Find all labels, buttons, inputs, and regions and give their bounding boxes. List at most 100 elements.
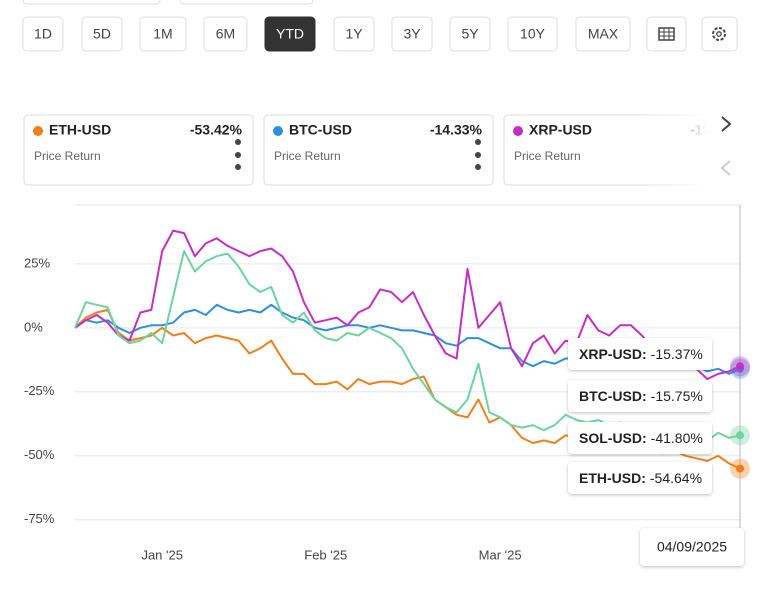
button-label: 10Y bbox=[520, 26, 546, 42]
kebab-dot bbox=[475, 139, 481, 145]
tooltip-text: ETH-USD: -54.64% bbox=[579, 470, 702, 486]
y-tick-label: 0% bbox=[24, 319, 43, 334]
cropped-control bbox=[22, 0, 161, 5]
kebab-dot bbox=[475, 164, 481, 170]
tooltip-item: ETH-USD: -54.64% bbox=[568, 462, 712, 494]
end-dot bbox=[736, 464, 744, 473]
card-fade bbox=[640, 112, 708, 188]
cropped-control bbox=[179, 0, 314, 5]
x-tick-label: Feb '25 bbox=[304, 547, 347, 562]
y-tick-label: -50% bbox=[24, 447, 55, 462]
button-label: 1Y bbox=[345, 26, 363, 42]
card-name: XRP-USD bbox=[529, 122, 592, 138]
button-label: 1M bbox=[153, 26, 172, 42]
tooltip-value: -15.37% bbox=[651, 346, 703, 362]
button-bg bbox=[81, 16, 123, 52]
tooltip-name: ETH-USD: bbox=[579, 470, 646, 486]
tooltip-name: SOL-USD: bbox=[579, 430, 647, 446]
button-bg bbox=[139, 16, 187, 52]
card-label: Price Return bbox=[34, 149, 101, 163]
range-button[interactable]: 3Y bbox=[391, 16, 433, 52]
end-dot bbox=[736, 431, 744, 440]
button-bg bbox=[391, 16, 433, 52]
card-value: -14.33% bbox=[430, 122, 483, 138]
date-bg bbox=[640, 528, 744, 566]
series-line bbox=[74, 229, 741, 380]
button-label: YTD bbox=[276, 26, 304, 42]
button-bg bbox=[203, 16, 248, 52]
card-dot bbox=[33, 126, 43, 136]
tooltip-value: -15.75% bbox=[651, 388, 703, 404]
tooltip-name: BTC-USD: bbox=[579, 388, 647, 404]
table-icon bbox=[658, 27, 675, 41]
tooltip-item: BTC-USD: -15.75% bbox=[568, 380, 712, 412]
y-tick-label: 25% bbox=[24, 255, 50, 270]
y-tick-label: -25% bbox=[24, 383, 55, 398]
button-label: MAX bbox=[588, 26, 619, 42]
x-tick-label: Jan '25 bbox=[141, 547, 183, 562]
settings-button[interactable] bbox=[701, 16, 738, 52]
gear-hole bbox=[716, 31, 722, 37]
range-button[interactable]: 5Y bbox=[449, 16, 491, 52]
toolbar: 1D 5D 1M 6M YTD 1Y 3Y 5Y 10Y MAX bbox=[22, 16, 738, 52]
tooltip-bg bbox=[568, 380, 712, 412]
range-button[interactable]: 1Y bbox=[333, 16, 375, 52]
card-bg bbox=[23, 114, 254, 186]
table-icon-lines bbox=[659, 28, 674, 40]
tooltip-value: -41.80% bbox=[651, 430, 703, 446]
button-label: 5D bbox=[93, 26, 111, 42]
gear-icon bbox=[712, 27, 726, 41]
x-tick-label: Mar '25 bbox=[479, 547, 522, 562]
card-name: ETH-USD bbox=[49, 122, 111, 138]
card-bg bbox=[263, 114, 494, 186]
button-label: 3Y bbox=[403, 26, 421, 42]
card-dot bbox=[513, 126, 523, 136]
button-bg bbox=[646, 16, 687, 52]
card-clip bbox=[706, 108, 768, 190]
tooltip-date: 04/09/2025 bbox=[657, 539, 727, 555]
prev-arrow[interactable] bbox=[720, 160, 731, 176]
range-button[interactable]: MAX bbox=[575, 16, 631, 52]
range-button[interactable]: 1D bbox=[22, 16, 64, 52]
button-bg bbox=[575, 16, 631, 52]
card-label: Price Return bbox=[274, 149, 341, 163]
card-dot bbox=[273, 126, 283, 136]
table-button[interactable] bbox=[646, 16, 687, 52]
ticker-card[interactable]: ETH-USD -53.42% Price Return bbox=[23, 114, 254, 186]
button-bg bbox=[507, 16, 558, 52]
button-bg bbox=[333, 16, 375, 52]
kebab-dot bbox=[235, 139, 241, 145]
tooltip-bg bbox=[568, 462, 712, 494]
range-button[interactable]: 1M bbox=[139, 16, 187, 52]
tooltip-name: XRP-USD: bbox=[579, 346, 647, 362]
tooltip-item: SOL-USD: -41.80% bbox=[568, 422, 712, 454]
button-label: 5Y bbox=[461, 26, 479, 42]
ticker-card[interactable]: BTC-USD -14.33% Price Return bbox=[263, 114, 494, 186]
button-bg bbox=[264, 16, 316, 52]
tooltip-text: SOL-USD: -41.80% bbox=[579, 430, 703, 446]
next-arrow[interactable] bbox=[721, 116, 732, 132]
kebab-dot bbox=[475, 152, 481, 158]
button-bg bbox=[22, 16, 64, 52]
button-label: 6M bbox=[216, 26, 235, 42]
end-dot bbox=[736, 362, 744, 371]
button-bg bbox=[701, 16, 738, 52]
card-value: -53.42% bbox=[190, 122, 243, 138]
tooltip-value: -54.64% bbox=[650, 470, 702, 486]
range-button[interactable]: YTD bbox=[264, 16, 316, 52]
button-label: 1D bbox=[34, 26, 52, 42]
y-tick-label: -75% bbox=[24, 511, 55, 526]
tooltip-bg bbox=[568, 338, 712, 370]
range-button[interactable]: 6M bbox=[203, 16, 248, 52]
range-button[interactable]: 10Y bbox=[507, 16, 558, 52]
tooltip: XRP-USD: -15.37% BTC-USD: -15.75% SOL-USD: -4… bbox=[568, 338, 744, 566]
range-button[interactable]: 5D bbox=[81, 16, 123, 52]
card-name: BTC-USD bbox=[289, 122, 352, 138]
button-bg bbox=[449, 16, 491, 52]
tooltip-text: BTC-USD: -15.75% bbox=[579, 388, 703, 404]
cards: ETH-USD -53.42% Price Return BTC-USD -14.33%… bbox=[23, 108, 768, 190]
kebab-dot bbox=[235, 152, 241, 158]
card-label: Price Return bbox=[514, 149, 581, 163]
tooltip-text: XRP-USD: -15.37% bbox=[579, 346, 703, 362]
